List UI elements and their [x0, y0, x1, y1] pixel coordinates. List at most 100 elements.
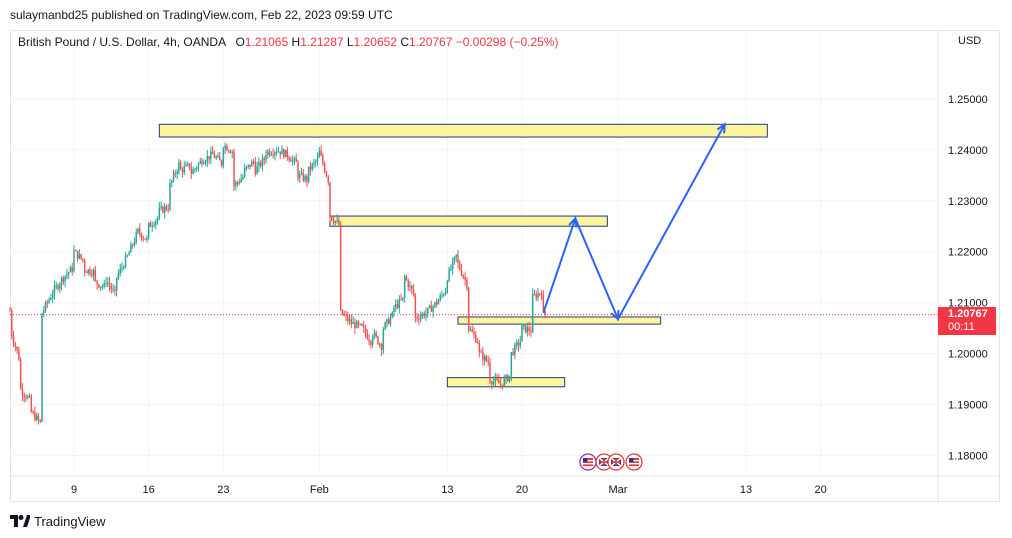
time-axis: 9 16 23 Feb 13 20 Mar 13 20 — [71, 484, 827, 496]
candle-body — [309, 166, 312, 170]
candle-body — [34, 412, 36, 420]
candle-body — [135, 232, 137, 243]
candle-body — [12, 336, 15, 344]
candle-body — [181, 169, 184, 173]
candle-body — [491, 382, 493, 384]
candle-body — [455, 254, 457, 257]
candle-body — [163, 206, 166, 213]
brand-name[interactable]: TradingView — [34, 513, 106, 529]
candle-body — [331, 217, 333, 221]
candle-body — [489, 362, 491, 383]
candle-body — [343, 314, 345, 316]
candle-body — [366, 333, 369, 340]
price-axis: USD 1.18000 1.19000 1.20000 1.21000 1.22000 1.… — [948, 35, 988, 463]
candle-body — [254, 161, 257, 175]
candle-body — [339, 224, 342, 310]
candle-body — [462, 275, 465, 278]
candle-body — [53, 286, 56, 295]
candle-body — [23, 395, 25, 397]
candle-body — [130, 244, 132, 253]
candle-body — [480, 351, 482, 353]
y-tick-label: 1.21000 — [948, 298, 988, 310]
candle-body — [48, 299, 50, 303]
change-value: −0.00298 (−0.25%) — [455, 35, 559, 49]
last-price-tag: 1.20767 00:11 — [938, 307, 996, 335]
candle-body — [185, 164, 187, 167]
candle-body — [446, 281, 449, 292]
candle-body — [467, 287, 470, 331]
candle-body — [9, 310, 11, 312]
candle-body — [108, 282, 111, 287]
candle-body — [530, 331, 532, 333]
candle-body — [368, 339, 370, 342]
price-zone — [329, 215, 608, 227]
candle-body — [137, 228, 139, 233]
candle-body — [43, 310, 45, 314]
candle-body — [277, 151, 280, 153]
projection-line — [542, 123, 726, 322]
candle-body — [464, 277, 466, 280]
candle-body — [203, 163, 205, 165]
candle-body — [50, 298, 52, 300]
candle-body — [179, 162, 182, 170]
y-tick-label: 1.25000 — [948, 94, 988, 106]
candle-body — [195, 167, 198, 169]
candle-body — [155, 220, 157, 225]
candle-body — [300, 173, 303, 175]
candle-body — [176, 171, 178, 175]
candle-body — [119, 268, 121, 274]
candle-body — [526, 327, 529, 333]
price-zones — [158, 123, 768, 388]
candle-body — [263, 158, 265, 161]
candle-body — [46, 302, 49, 304]
candle-body — [288, 157, 290, 160]
candle-body — [236, 182, 239, 184]
candle-body — [162, 206, 164, 213]
candle-body — [101, 286, 104, 288]
candle-body — [19, 360, 22, 389]
candle-body — [329, 182, 331, 218]
symbol-name[interactable]: British Pound / U.S. Dollar, 4h, OANDA — [18, 35, 227, 49]
candle-body — [35, 415, 38, 420]
x-tick-label: 23 — [217, 484, 229, 496]
candle-body — [412, 289, 415, 295]
candle-body — [407, 280, 409, 287]
candle-body — [18, 350, 20, 361]
candle-body — [395, 303, 397, 308]
candle-body — [451, 260, 454, 269]
candle-body — [199, 160, 201, 164]
candle-body — [528, 327, 530, 332]
candle-body — [373, 332, 376, 337]
candle-body — [279, 151, 281, 155]
candle-body — [414, 294, 417, 318]
candle-body — [78, 254, 81, 259]
candle-body — [523, 325, 525, 327]
tradingview-logo-icon[interactable] — [10, 515, 30, 527]
candle-body — [411, 285, 413, 290]
candle-body — [222, 148, 225, 166]
x-tick-label: Feb — [310, 484, 329, 496]
candle-body — [453, 256, 456, 261]
candle-body — [32, 411, 34, 413]
x-tick-label: 9 — [71, 484, 77, 496]
candle-body — [539, 293, 541, 295]
candle-body — [197, 163, 200, 168]
candle-body — [204, 161, 207, 164]
candle-body — [327, 176, 329, 183]
candle-body — [103, 283, 105, 287]
candle-body — [87, 269, 89, 273]
candle-body — [169, 183, 171, 210]
candle-body — [115, 277, 118, 291]
candle-body — [476, 342, 479, 344]
candle-body — [206, 156, 209, 162]
candle-body — [427, 307, 429, 314]
low-label: L — [346, 35, 354, 49]
candle-body — [535, 294, 537, 298]
candle-body — [537, 293, 539, 298]
candle-body — [336, 220, 338, 222]
candle-body — [421, 313, 424, 317]
close-label: C — [400, 35, 410, 49]
candle-body — [293, 158, 296, 160]
candle-body — [316, 157, 319, 162]
